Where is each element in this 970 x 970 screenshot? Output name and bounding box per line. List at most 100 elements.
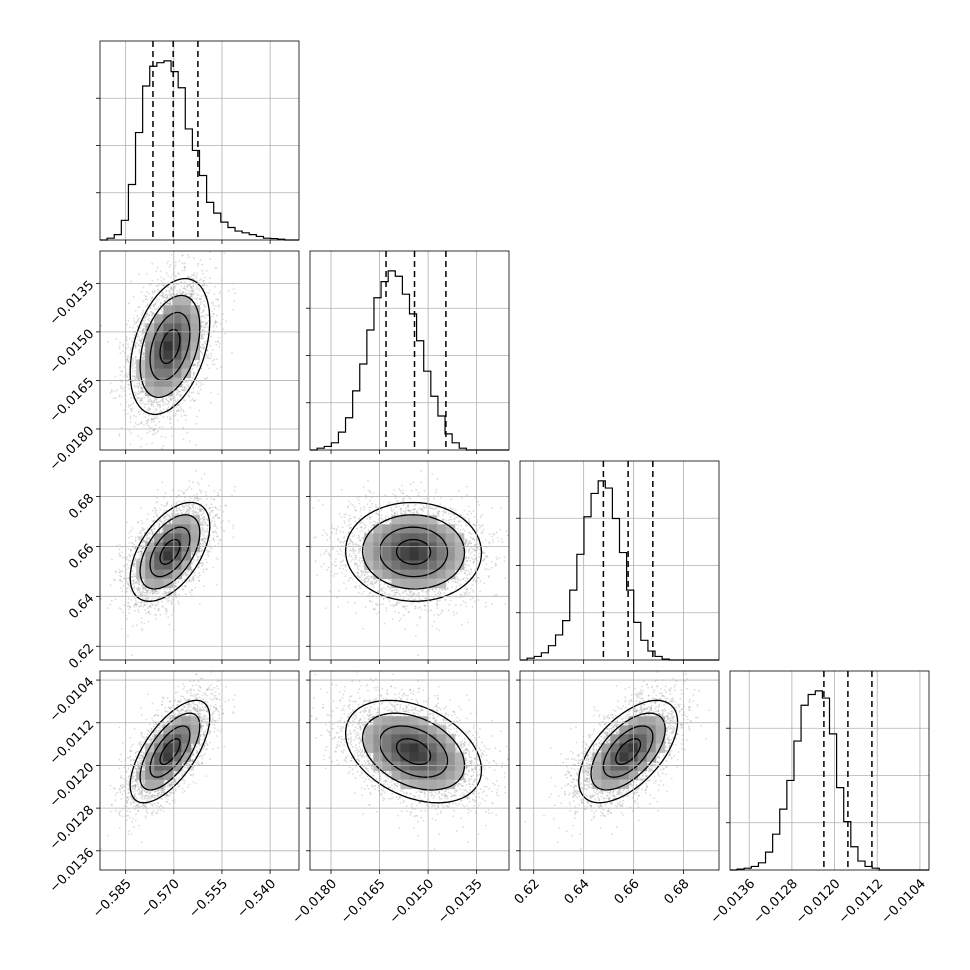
sample-point <box>164 300 166 303</box>
sample-point <box>126 618 129 620</box>
sample-point <box>149 307 152 310</box>
sample-point <box>161 312 164 315</box>
sample-point <box>183 573 186 576</box>
sample-point <box>137 319 139 321</box>
sample-point <box>143 580 146 582</box>
sample-point <box>151 290 154 293</box>
sample-point <box>227 520 230 522</box>
sample-point <box>123 375 126 377</box>
sample-point <box>205 323 207 325</box>
sample-point <box>145 315 148 318</box>
panel-hist-0 <box>99 40 300 241</box>
sample-point <box>150 404 153 407</box>
sample-point <box>165 513 168 515</box>
sample-point <box>145 305 147 308</box>
sample-point <box>188 377 190 380</box>
sample-point <box>126 354 129 357</box>
sample-point <box>152 312 155 315</box>
density-cell <box>145 341 155 351</box>
sample-point <box>201 538 204 541</box>
sample-point <box>142 357 144 360</box>
sample-point <box>177 273 180 275</box>
sample-point <box>199 298 201 301</box>
sample-point <box>152 417 155 420</box>
sample-point <box>174 285 177 288</box>
sample-point <box>149 306 152 309</box>
sample-point <box>139 399 142 402</box>
sample-point <box>188 506 191 509</box>
sample-point <box>163 590 166 593</box>
sample-point <box>142 591 145 594</box>
sample-point <box>138 410 141 413</box>
sample-point <box>169 418 172 421</box>
sample-point <box>137 435 140 437</box>
sample-point <box>214 506 217 508</box>
density-cell <box>172 341 182 351</box>
sample-point <box>223 252 226 255</box>
sample-point <box>123 390 125 393</box>
sample-point <box>164 403 167 405</box>
sample-point <box>200 491 202 494</box>
sample-point <box>203 346 205 349</box>
sample-point <box>176 409 179 412</box>
sample-point <box>174 261 177 264</box>
density-cell <box>163 332 173 342</box>
sample-point <box>216 298 219 301</box>
sample-point <box>126 357 129 360</box>
sample-point <box>127 359 129 361</box>
sample-point <box>207 325 209 328</box>
sample-point <box>201 513 204 515</box>
sample-point <box>169 398 172 401</box>
sample-point <box>127 383 130 386</box>
sample-point <box>188 276 191 279</box>
sample-point <box>144 416 147 418</box>
sample-point <box>197 362 200 364</box>
sample-point <box>151 604 154 606</box>
sample-point <box>179 289 182 291</box>
sample-point <box>140 594 142 596</box>
sample-point <box>197 380 200 383</box>
sample-point <box>164 290 167 292</box>
sample-point <box>199 381 202 384</box>
sample-point <box>202 309 205 312</box>
sample-point <box>165 303 168 306</box>
sample-point <box>181 262 184 265</box>
sample-point <box>186 286 189 288</box>
sample-point <box>158 526 161 528</box>
sample-point <box>188 284 191 286</box>
sample-point <box>127 602 130 604</box>
sample-point <box>152 405 155 408</box>
sample-point <box>168 623 171 626</box>
sample-point <box>152 429 155 432</box>
sample-point <box>165 588 168 591</box>
sample-point <box>141 356 144 358</box>
sample-point <box>175 393 178 396</box>
sample-point <box>140 421 143 424</box>
sample-point <box>142 401 145 404</box>
sample-point <box>137 306 140 309</box>
sample-point <box>150 418 153 421</box>
sample-point <box>140 339 143 341</box>
sample-point <box>142 332 145 335</box>
sample-point <box>204 542 207 545</box>
sample-point <box>224 332 227 335</box>
sample-point <box>201 326 203 328</box>
sample-point <box>135 398 138 401</box>
sample-point <box>232 308 235 311</box>
sample-point <box>146 534 149 536</box>
sample-point <box>132 359 135 362</box>
sample-point <box>179 290 181 293</box>
sample-point <box>143 321 146 324</box>
sample-point <box>201 530 204 532</box>
sample-point <box>150 421 153 423</box>
sample-point <box>181 386 184 389</box>
sample-point <box>148 398 150 401</box>
sample-point <box>191 295 193 298</box>
sample-point <box>219 290 222 293</box>
sample-point <box>205 269 208 272</box>
sample-point <box>151 262 154 265</box>
sample-point <box>213 498 216 501</box>
sample-point <box>170 513 173 515</box>
sample-point <box>232 288 235 290</box>
sample-point <box>131 361 134 364</box>
